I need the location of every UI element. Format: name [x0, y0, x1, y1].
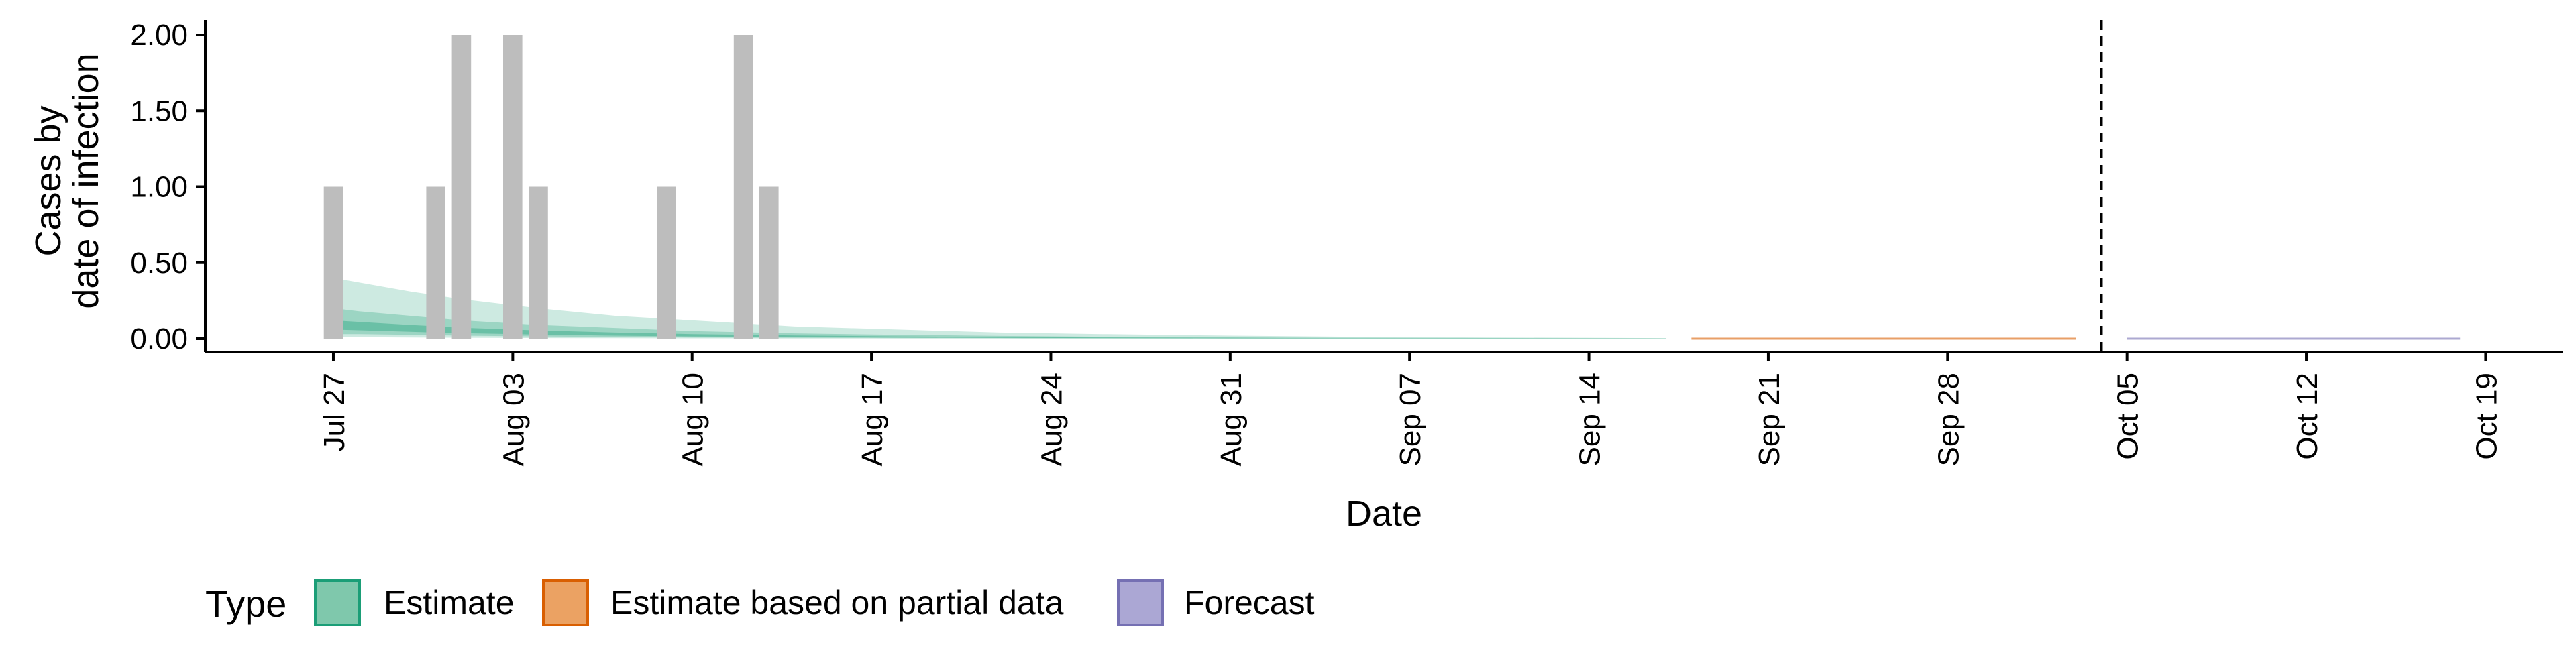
segment-lines [1691, 20, 2461, 352]
x-tick-label-1: Aug 03 [497, 373, 530, 466]
x-tick-label-6: Sep 07 [1394, 373, 1427, 466]
legend-key-partial-data [542, 579, 589, 626]
legend-key-forecast [1117, 579, 1164, 626]
y-tick-label-1: 0.50 [130, 247, 188, 280]
axes [204, 20, 2563, 353]
legend-key-estimate [314, 579, 361, 626]
y-axis-title: Cases by date of infection [28, 53, 106, 308]
x-tick-label-0: Jul 27 [318, 373, 351, 451]
x-tick-label-2: Aug 10 [677, 373, 710, 466]
case-bar-2020-08-09 [657, 186, 676, 339]
y-tick-label-2: 1.00 [130, 171, 188, 204]
case-bar-2020-07-27 [323, 186, 343, 339]
legend-label-forecast: Forecast [1184, 584, 1315, 622]
x-tick-label-10: Oct 05 [2112, 373, 2145, 460]
x-ticks: Jul 27 Aug 03 Aug 10 Aug 17 Aug 24 Aug 31 Sep … [318, 352, 2503, 466]
y-tick-label-0: 0.00 [130, 322, 188, 355]
case-bar-2020-08-03 [503, 35, 523, 339]
case-bar-2020-08-13 [759, 186, 779, 339]
x-tick-label-11: Oct 12 [2291, 373, 2324, 460]
x-tick-label-7: Sep 14 [1574, 373, 1607, 466]
x-tick-label-9: Sep 28 [1932, 373, 1965, 466]
x-tick-label-4: Aug 24 [1036, 373, 1069, 466]
x-axis-title: Date [1346, 493, 1422, 534]
y-tick-label-3: 1.50 [130, 95, 188, 127]
case-bar-2020-07-31 [426, 186, 445, 339]
case-bar-2020-08-04 [529, 186, 548, 339]
x-tick-label-3: Aug 17 [856, 373, 889, 466]
x-tick-label-8: Sep 21 [1753, 373, 1786, 466]
legend-title: Type [205, 583, 286, 625]
x-tick-label-5: Aug 31 [1215, 373, 1248, 466]
case-bar-2020-08-12 [733, 35, 753, 339]
y-ticks: 0.00 0.50 1.00 1.50 2.00 [130, 19, 205, 355]
case-bar-2020-08-01 [451, 35, 472, 339]
y-axis-title-line-2: date of infection [66, 53, 106, 308]
legend-label-estimate: Estimate [384, 584, 515, 622]
case-bars [323, 35, 779, 339]
x-tick-label-12: Oct 19 [2470, 373, 2503, 460]
legend-label-partial-data: Estimate based on partial data [610, 584, 1064, 622]
y-tick-label-4: 2.00 [130, 19, 188, 52]
legend: Type Estimate Estimate based on partial … [205, 579, 1315, 626]
y-axis-title-line-1: Cases by [28, 105, 68, 256]
